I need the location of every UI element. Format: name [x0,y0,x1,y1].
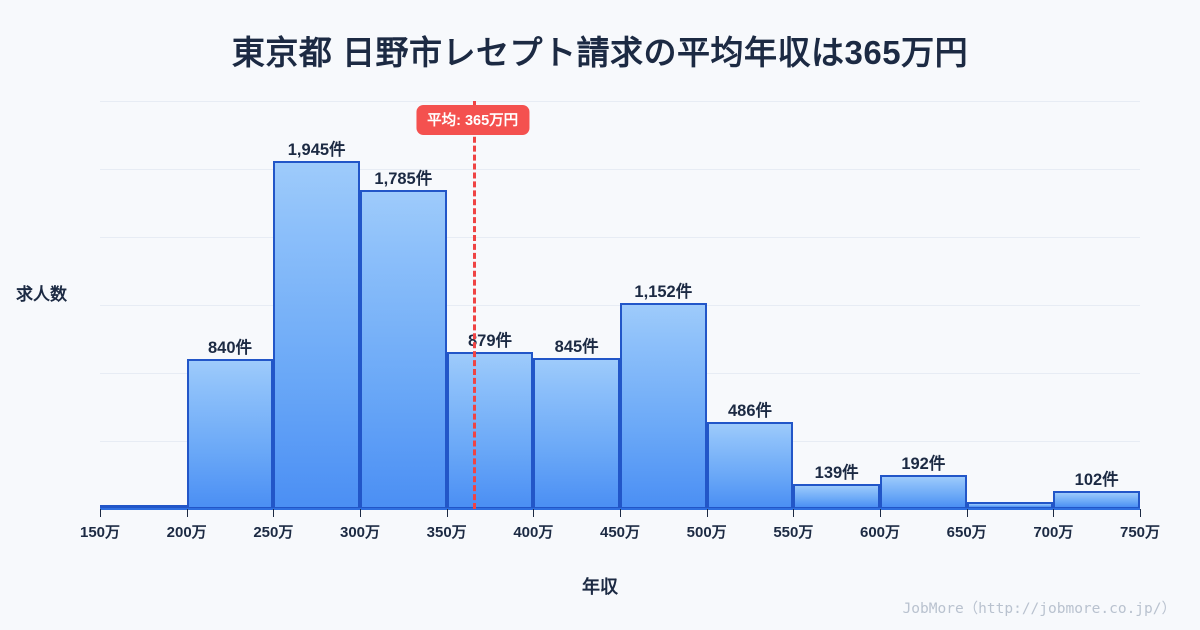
x-axis-tick-label: 350万 [426,524,467,541]
x-axis-tick-label: 200万 [166,524,207,541]
gridline [100,169,1140,170]
bar-value-label: 879件 [467,331,513,350]
bar-value-label: 840件 [207,338,253,357]
x-axis-tick [360,509,361,517]
x-axis-tick [1053,509,1055,517]
x-axis-tick [100,509,101,517]
x-axis-tick [1140,509,1141,517]
bar[interactable] [360,189,447,509]
bar-value-label: 1,152件 [634,282,693,301]
bar-value-label: 192件 [901,454,946,473]
x-axis-tick [533,509,535,517]
bar[interactable] [880,474,967,509]
bar-value-label: 845件 [554,337,599,356]
bar[interactable] [446,351,534,509]
x-axis-title: 年収 [582,577,618,597]
x-axis-tick [186,509,188,517]
bar-value-label: 1,785件 [374,169,433,188]
plot-area [100,101,1140,509]
x-axis-tick [706,509,708,517]
bar[interactable] [793,484,880,509]
x-axis-tick [446,509,448,517]
footer-credit: JobMore（http://jobmore.co.jp/） [902,601,1176,617]
x-axis-tick-label: 500万 [686,524,727,541]
x-axis-tick-label: 550万 [773,524,814,541]
bar-value-label: 102件 [1074,470,1119,489]
chart-title: 東京都 日野市レセプト請求の平均年収は365万円 [231,34,969,71]
bar-value-label: 486件 [727,402,773,421]
x-axis-tick-label: 150万 [79,524,121,541]
x-axis-tick [793,509,795,517]
gridline [100,237,1140,238]
x-axis-tick-label: 600万 [859,524,901,541]
x-axis-tick-label: 450万 [599,524,641,541]
bar[interactable] [620,302,707,509]
x-axis-tick-label: 700万 [1033,524,1074,541]
x-axis-tick-label: 400万 [513,524,554,541]
x-axis-tick [880,509,881,517]
bar-value-label: 1,945件 [287,140,346,159]
bar-value-label: 139件 [814,464,859,483]
x-axis-tick-label: 750万 [1119,524,1161,541]
mean-badge: 平均: 365万円 [416,105,530,135]
x-axis-tick-label: 250万 [253,524,294,541]
bar[interactable] [533,357,620,509]
bar[interactable] [273,160,360,509]
gridline [100,101,1140,102]
x-axis-tick-label: 650万 [946,524,987,541]
x-axis-tick [273,509,275,517]
x-axis-tick [620,509,621,517]
y-axis-title: 求人数 [16,285,67,304]
mean-line [472,101,476,509]
bar[interactable] [1053,490,1140,509]
x-axis-tick-label: 300万 [339,524,381,541]
x-axis-tick [966,509,968,517]
bar[interactable] [706,422,794,509]
bar[interactable] [186,358,274,509]
